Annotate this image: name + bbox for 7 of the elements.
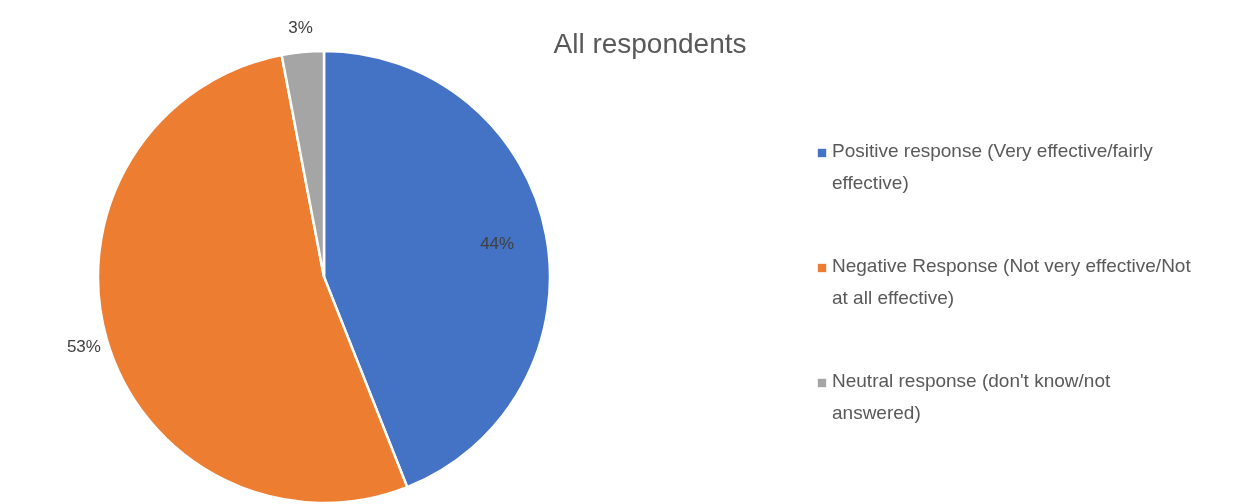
legend-label: Neutral response (don't know/not answered) [832,370,1111,423]
legend-label: Negative Response (Not very effective/Not at all effective) [832,255,1192,308]
data-label: 53% [66,336,101,356]
data-label: 3% [288,18,313,38]
chart-title: All respondents [553,28,747,59]
legend-label: Positive response (Very effective/fairly effective) [832,140,1154,193]
data-label: 44% [480,233,515,253]
